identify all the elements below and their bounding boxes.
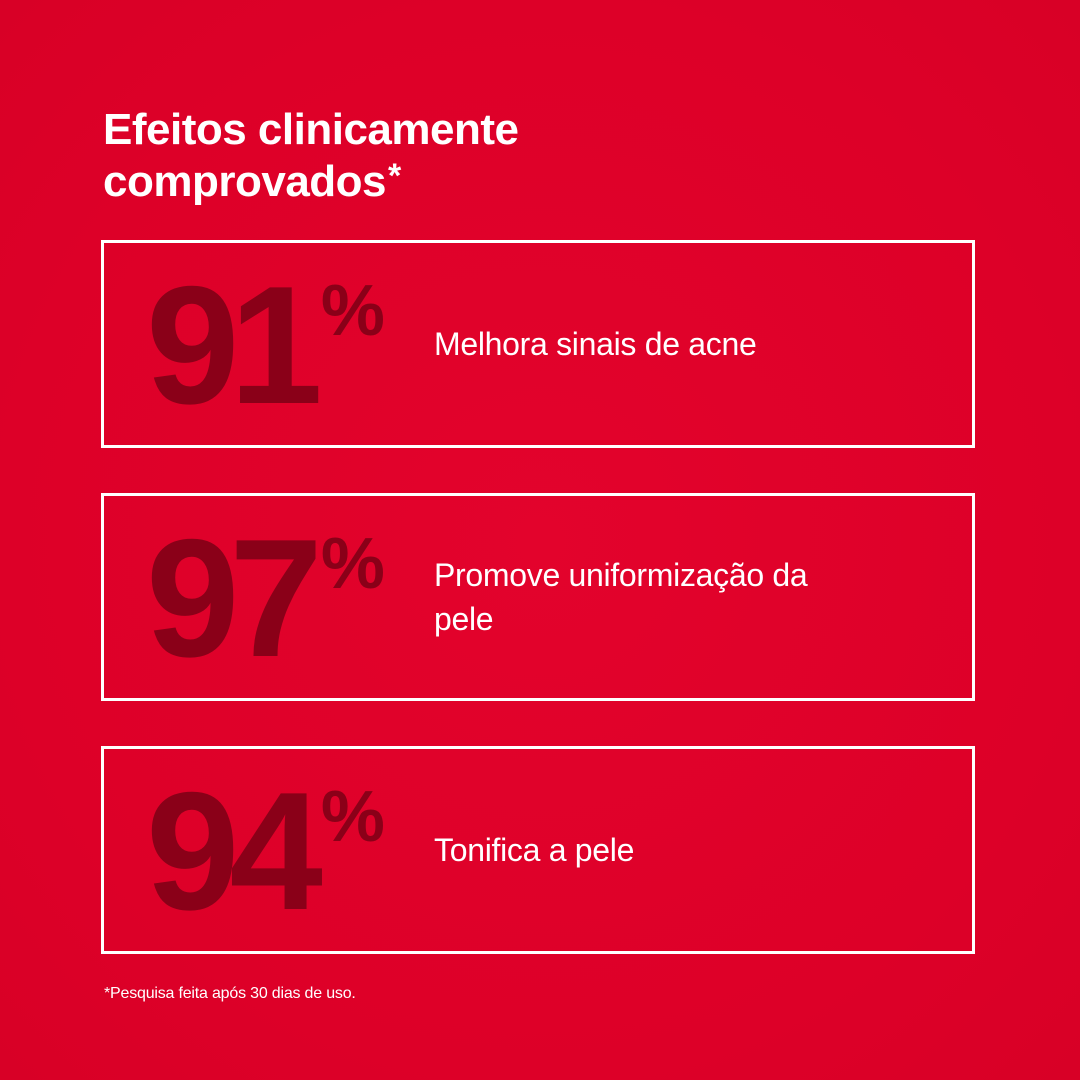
- stat-value: 97: [146, 504, 323, 692]
- stat-card-uniformity: 97% Promove uniformização da pele: [101, 493, 975, 701]
- stat-figure: 94%: [146, 757, 385, 945]
- stat-label: Melhora sinais de acne: [434, 326, 757, 362]
- stat-value: 91: [146, 251, 323, 439]
- stat-unit: %: [320, 524, 385, 604]
- stat-unit: %: [320, 271, 385, 351]
- stat-card-acne: 91% Melhora sinais de acne: [101, 240, 975, 448]
- stat-value: 94: [146, 757, 323, 945]
- footnote: *Pesquisa feita após 30 dias de uso.: [104, 985, 356, 1002]
- page-title: Efeitos clinicamente comprovados*: [103, 104, 519, 208]
- title-asterisk: *: [388, 157, 401, 195]
- title-line-2: comprovados*: [103, 156, 518, 208]
- stat-figure: 91%: [146, 251, 385, 439]
- stat-card-tone: 94% Tonifica a pele: [101, 746, 975, 954]
- stat-figure: 97%: [146, 504, 385, 692]
- title-line-2-text: comprovados: [103, 157, 387, 206]
- title-line-1: Efeitos clinicamente: [103, 105, 519, 154]
- stat-label: Promove uniformização da pele: [434, 557, 808, 637]
- stat-label: Tonifica a pele: [434, 832, 635, 868]
- stat-unit: %: [320, 777, 385, 857]
